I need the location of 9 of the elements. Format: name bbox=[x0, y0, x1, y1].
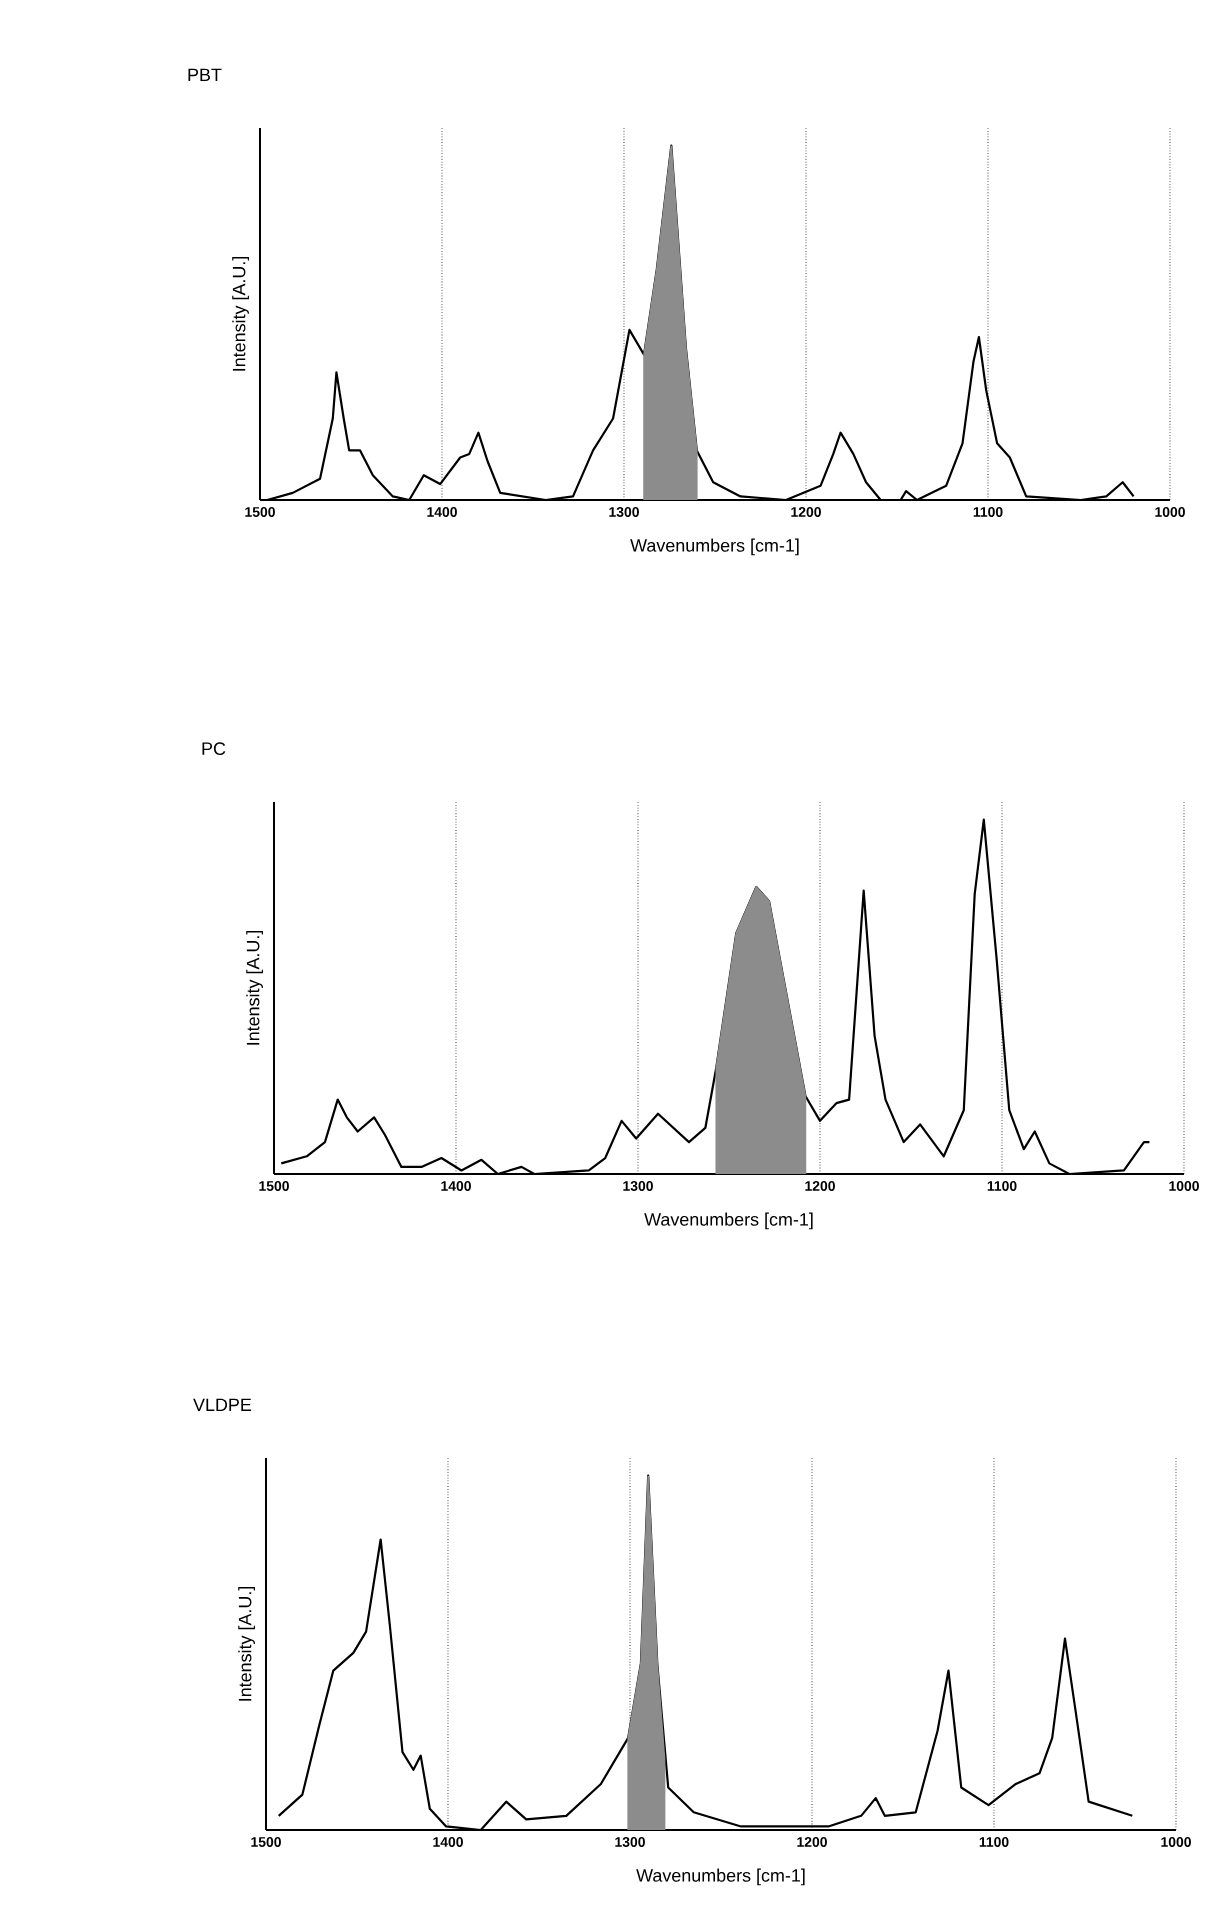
x-axis-title: Wavenumbers [cm-1] bbox=[630, 538, 799, 556]
chart-title: PC bbox=[202, 742, 226, 755]
x-axis-title: Wavenumbers [cm-1] bbox=[636, 1868, 805, 1886]
y-axis-title: Intensity [A.U.] bbox=[232, 256, 249, 371]
chart-title: PBT bbox=[188, 68, 222, 81]
y-axis-title: Intensity [A.U.] bbox=[238, 1586, 255, 1701]
chart-title: VLDPE bbox=[193, 1398, 252, 1411]
y-axis-title: Intensity [A.U.] bbox=[246, 930, 263, 1045]
x-axis-title: Wavenumbers [cm-1] bbox=[644, 1212, 813, 1230]
